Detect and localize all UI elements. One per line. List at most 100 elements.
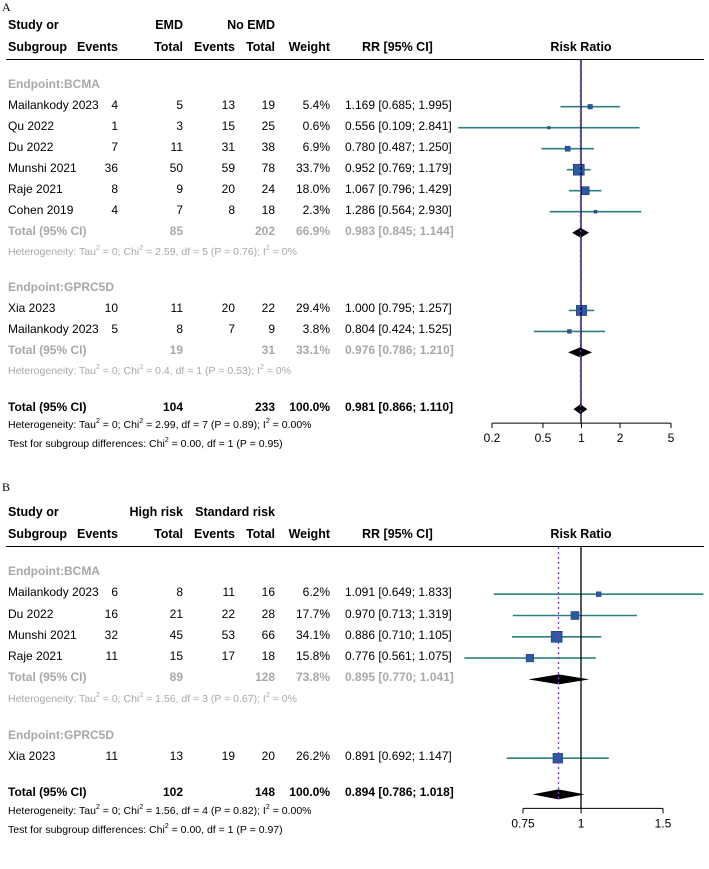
events-2: 19 (221, 749, 235, 764)
events-1: 6 (111, 585, 118, 600)
het-text: = 0; Chi (99, 804, 140, 817)
total-1: 9 (176, 181, 183, 196)
events-1: 4 (111, 202, 118, 217)
total-1: 7 (176, 202, 183, 217)
header-rr: RR [95% CI] (362, 527, 433, 541)
study-name: Du 2022 (8, 606, 54, 621)
events-1: 11 (105, 749, 118, 764)
study-name: Cohen 2019 (8, 202, 74, 217)
total-2: 9 (268, 322, 275, 337)
point-estimate-box (525, 654, 534, 663)
weight: 17.7% (295, 606, 330, 621)
total-1: 8 (176, 585, 183, 600)
weight: 29.4% (295, 301, 330, 316)
test-text: = 0.00, df = 1 (P = 0.97) (168, 824, 283, 837)
overall-n2: 148 (254, 785, 275, 800)
total-1: 8 (176, 322, 183, 337)
header-events-2: Events (194, 527, 235, 541)
x-tick-label: 1 (578, 816, 585, 830)
het-text: Heterogeneity: Tau (8, 692, 96, 705)
header-total-2: Total (246, 527, 275, 541)
events-2: 11 (222, 585, 235, 600)
test-text: Test for subgroup differences: Chi (8, 824, 165, 837)
het-text: = 0.00% (269, 419, 312, 432)
het-text: = 0; Chi (99, 419, 140, 432)
superscript: 2 (139, 418, 144, 426)
header-subgroup: Subgroup (8, 40, 68, 54)
events-1: 36 (104, 160, 118, 175)
point-estimate-box (596, 591, 602, 597)
overall-rr-ci: 0.894 [0.786; 1.018] (345, 785, 454, 800)
header-risk-ratio: Risk Ratio (550, 40, 612, 54)
events-1: 11 (105, 649, 118, 664)
subtotal-n1: 19 (169, 343, 183, 358)
total-1: 5 (176, 97, 183, 112)
total-2: 18 (261, 649, 275, 664)
het-text: Heterogeneity: Tau (8, 245, 96, 258)
events-2: 17 (221, 649, 235, 664)
het-text: = 2.59, df = 5 (P = 0.76); I (143, 245, 266, 258)
total-1: 3 (176, 118, 183, 133)
superscript: 2 (95, 244, 100, 252)
study-name: Raje 2021 (8, 649, 63, 664)
weight: 26.2% (295, 749, 330, 764)
rr-ci: 1.000 [0.795; 1.257] (345, 301, 452, 316)
study-name: Qu 2022 (8, 118, 55, 133)
het-text: = 0; Chi (99, 245, 140, 258)
subgroup-label: Endpoint:BCMA (8, 563, 100, 578)
rr-ci: 1.286 [0.564; 2.930] (345, 202, 452, 217)
het-text: = 0% (263, 365, 292, 378)
study-name: Mailankody 2023 (8, 97, 99, 112)
header-events-1: Events (77, 40, 118, 54)
point-estimate-box (564, 145, 571, 152)
het-text: Heterogeneity: Tau (8, 419, 96, 432)
subtotal-weight: 66.9% (295, 223, 330, 238)
subgroup-heterogeneity: Heterogeneity: Tau2 = 0; Chi2 = 2.59, df… (8, 244, 297, 258)
header-group2: No EMD (227, 18, 275, 32)
total-2: 22 (261, 301, 275, 316)
header-group1: EMD (155, 18, 183, 32)
test-text: = 0.00, df = 1 (P = 0.95) (168, 438, 283, 451)
subtotal-n2: 128 (254, 670, 275, 685)
subtotal-n1: 89 (169, 670, 183, 685)
x-tick-label: 5 (668, 431, 675, 445)
point-estimate-box (547, 126, 551, 130)
events-2: 59 (221, 160, 235, 175)
superscript: 2 (95, 803, 100, 811)
subtotal-diamond (528, 674, 590, 685)
subgroup-label: Endpoint:GPRC5D (8, 727, 114, 742)
het-text: = 0% (269, 245, 297, 258)
weight: 3.8% (302, 322, 330, 337)
rr-ci: 1.169 [0.685; 1.995] (345, 97, 452, 112)
header-total-1: Total (154, 40, 183, 54)
header-study: Study or (8, 18, 59, 32)
header-rule (6, 546, 704, 547)
events-2: 7 (228, 322, 235, 337)
header-subgroup: Subgroup (8, 527, 68, 541)
events-2: 53 (221, 627, 235, 642)
total-2: 19 (261, 97, 275, 112)
weight: 0.6% (302, 118, 330, 133)
events-1: 32 (104, 627, 118, 642)
het-text: = 0.00% (269, 804, 312, 817)
weight: 6.9% (302, 139, 330, 154)
test-text: Test for subgroup differences: Chi (8, 438, 165, 451)
total-2: 38 (261, 139, 275, 154)
het-text: Heterogeneity: Tau (8, 365, 96, 378)
overall-n2: 233 (254, 400, 275, 415)
total-1: 45 (169, 627, 183, 642)
events-1: 16 (104, 606, 118, 621)
weight: 5.4% (302, 97, 330, 112)
het-text: = 1.56, df = 3 (P = 0.67); I (143, 692, 266, 705)
subtotal-rr-ci: 0.895 [0.770; 1.041] (345, 670, 454, 685)
subgroup-difference-test: Test for subgroup differences: Chi2 = 0.… (8, 823, 283, 837)
rr-ci: 0.886 [0.710; 1.105] (345, 627, 452, 642)
header-rule (6, 59, 704, 60)
overall-rr-ci: 0.981 [0.866; 1.110] (345, 400, 454, 415)
x-tick-label: 1.5 (655, 816, 672, 830)
subgroup-heterogeneity: Heterogeneity: Tau2 = 0; Chi2 = 0.4, df … (8, 364, 292, 378)
study-name: Xia 2023 (8, 301, 56, 316)
rr-ci: 0.776 [0.561; 1.075] (345, 649, 452, 664)
point-estimate-box (552, 753, 563, 764)
